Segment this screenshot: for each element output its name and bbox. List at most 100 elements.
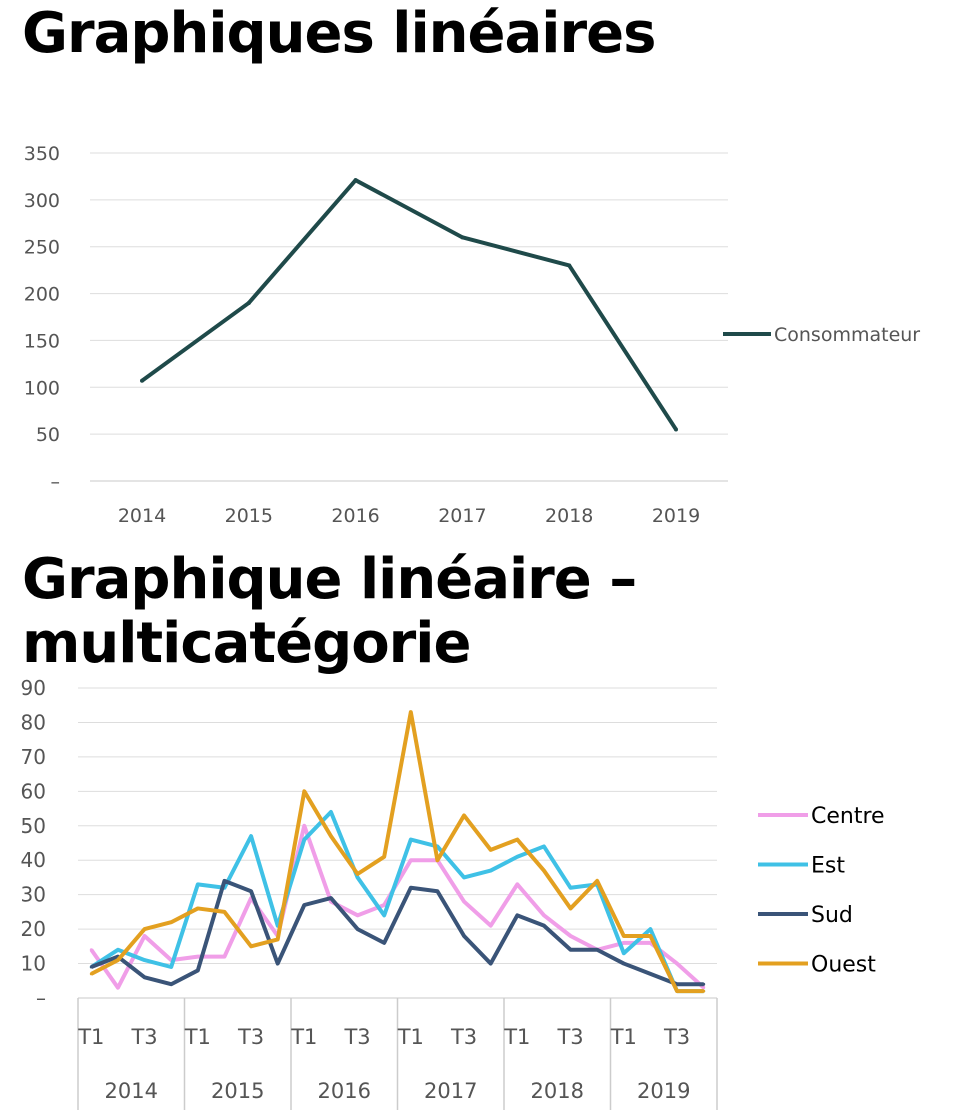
data-point (356, 927, 360, 931)
data-point (329, 896, 333, 900)
y-tick-label: 50 (21, 814, 46, 838)
y-tick-label: 90 (21, 676, 46, 700)
data-point (249, 889, 253, 893)
data-point (196, 906, 200, 910)
data-point (569, 934, 573, 938)
data-point (169, 965, 173, 969)
data-point (222, 910, 226, 914)
data-point (89, 948, 93, 952)
data-point (89, 972, 93, 976)
data-point (222, 955, 226, 959)
data-point (674, 427, 678, 432)
x-tick-label: 2015 (225, 505, 273, 527)
data-point (169, 982, 173, 986)
quarter-label: T1 (397, 1025, 424, 1049)
data-point (622, 951, 626, 955)
data-point (249, 944, 253, 948)
data-point (409, 838, 413, 842)
data-point (302, 789, 306, 793)
year-label: 2015 (211, 1079, 264, 1103)
data-point (382, 941, 386, 945)
data-point (382, 913, 386, 917)
quarter-label: T3 (343, 1025, 370, 1049)
data-point (460, 235, 465, 240)
y-tick-label: 350 (24, 143, 60, 165)
quarter-label: T3 (450, 1025, 477, 1049)
data-point (702, 986, 706, 990)
series-line (90, 810, 704, 994)
data-point (329, 834, 333, 838)
data-point (116, 958, 120, 962)
year-label: 2019 (637, 1079, 690, 1103)
data-point (409, 710, 413, 714)
data-point (302, 838, 306, 842)
data-point (329, 810, 333, 814)
series-line (90, 878, 704, 987)
data-point (622, 934, 626, 938)
quarter-label: T3 (237, 1025, 264, 1049)
y-tick-label: 10 (21, 952, 46, 976)
quarter-label: T1 (290, 1025, 317, 1049)
y-tick-label: 30 (21, 883, 46, 907)
data-point (515, 855, 519, 859)
data-point (353, 178, 358, 183)
quarter-label: T1 (503, 1025, 530, 1049)
x-tick-label: 2014 (118, 505, 166, 527)
year-label: 2018 (531, 1079, 584, 1103)
data-point (356, 913, 360, 917)
data-point (542, 924, 546, 928)
series-line (90, 710, 704, 994)
data-point (648, 927, 652, 931)
data-point (196, 882, 200, 886)
data-point (382, 855, 386, 859)
data-point (382, 903, 386, 907)
data-point (196, 968, 200, 972)
data-point (515, 838, 519, 842)
data-point (169, 920, 173, 924)
y-tick-label: 60 (21, 779, 46, 803)
data-point (116, 986, 120, 990)
data-point (462, 934, 466, 938)
data-point (648, 972, 652, 976)
y-tick-label: 20 (21, 917, 46, 941)
quarter-label: T1 (610, 1025, 637, 1049)
y-tick-label: 300 (24, 190, 60, 212)
y-tick-label: – (36, 986, 46, 1010)
data-point (356, 872, 360, 876)
y-tick-label: 200 (24, 284, 60, 306)
data-point (702, 989, 706, 993)
data-point (435, 889, 439, 893)
data-point (409, 858, 413, 862)
data-point (515, 913, 519, 917)
quarter-label: T1 (184, 1025, 211, 1049)
year-label: 2016 (318, 1079, 371, 1103)
data-point (462, 900, 466, 904)
y-tick-label: 150 (24, 330, 60, 352)
chart2-title: Graphique linéaire – multicatégorie (22, 547, 637, 676)
data-point (356, 875, 360, 879)
year-label: 2014 (105, 1079, 158, 1103)
data-point (435, 858, 439, 862)
data-point (489, 869, 493, 873)
data-point (542, 844, 546, 848)
data-point (249, 834, 253, 838)
quarter-label: T3 (130, 1025, 157, 1049)
data-point (143, 934, 147, 938)
data-point (489, 962, 493, 966)
data-point (648, 934, 652, 938)
y-tick-label: 50 (36, 424, 60, 446)
data-point (702, 982, 706, 986)
data-point (276, 937, 280, 941)
data-point (622, 962, 626, 966)
chart1-title: Graphiques linéaires (22, 1, 656, 66)
data-point (569, 906, 573, 910)
data-point (675, 962, 679, 966)
data-point (567, 263, 572, 268)
data-point (196, 955, 200, 959)
y-tick-label: 250 (24, 237, 60, 259)
data-point (595, 879, 599, 883)
data-point (116, 948, 120, 952)
data-point (595, 948, 599, 952)
data-point (246, 300, 251, 305)
